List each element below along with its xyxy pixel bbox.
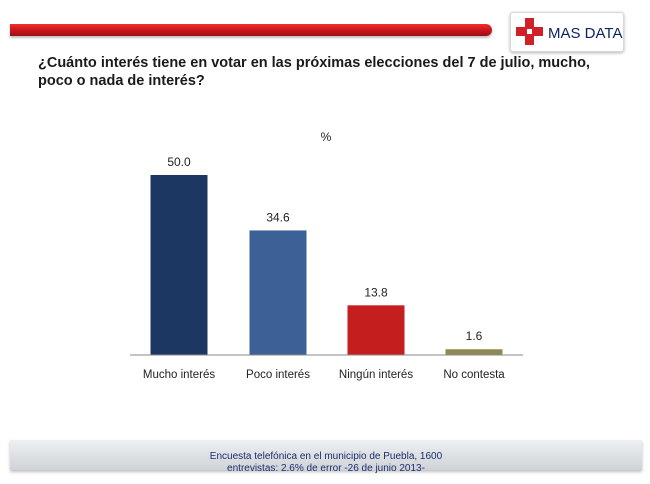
footer-bar: Encuesta telefónica en el municipio de P… xyxy=(10,440,642,474)
header-red-bar xyxy=(10,24,492,36)
bar-0 xyxy=(150,175,208,355)
value-label-2: 13.8 xyxy=(364,285,388,299)
footer-line-1: Encuesta telefónica en el municipio de P… xyxy=(209,451,443,462)
value-label-1: 34.6 xyxy=(266,210,290,224)
bar-chart: % 50.0 Mucho interés 34.6 Poco interés 13.8 N… xyxy=(130,130,523,381)
unit-label: % xyxy=(321,130,332,144)
red-cross-icon xyxy=(516,18,543,45)
logo-graphic: MAS DATA xyxy=(516,18,622,45)
logo-text: MAS DATA xyxy=(548,25,622,42)
bar-3 xyxy=(445,349,503,355)
footer-line-2: entrevistas: 2.6% de error -26 de junio … xyxy=(227,463,425,474)
value-label-0: 50.0 xyxy=(167,155,191,169)
mas-data-logo: MAS DATA xyxy=(510,12,624,52)
footer-text: Encuesta telefónica en el municipio de P… xyxy=(10,451,642,475)
category-label-0: Mucho interés xyxy=(143,369,215,381)
bar-2 xyxy=(347,305,405,355)
category-label-2: Ningún interés xyxy=(339,369,413,381)
question-title: ¿Cuánto interés tiene en votar en las pr… xyxy=(38,55,590,89)
value-label-3: 1.6 xyxy=(466,329,483,343)
category-label-1: Poco interés xyxy=(246,369,310,381)
bar-1 xyxy=(249,230,307,355)
category-label-3: No contesta xyxy=(443,369,505,381)
